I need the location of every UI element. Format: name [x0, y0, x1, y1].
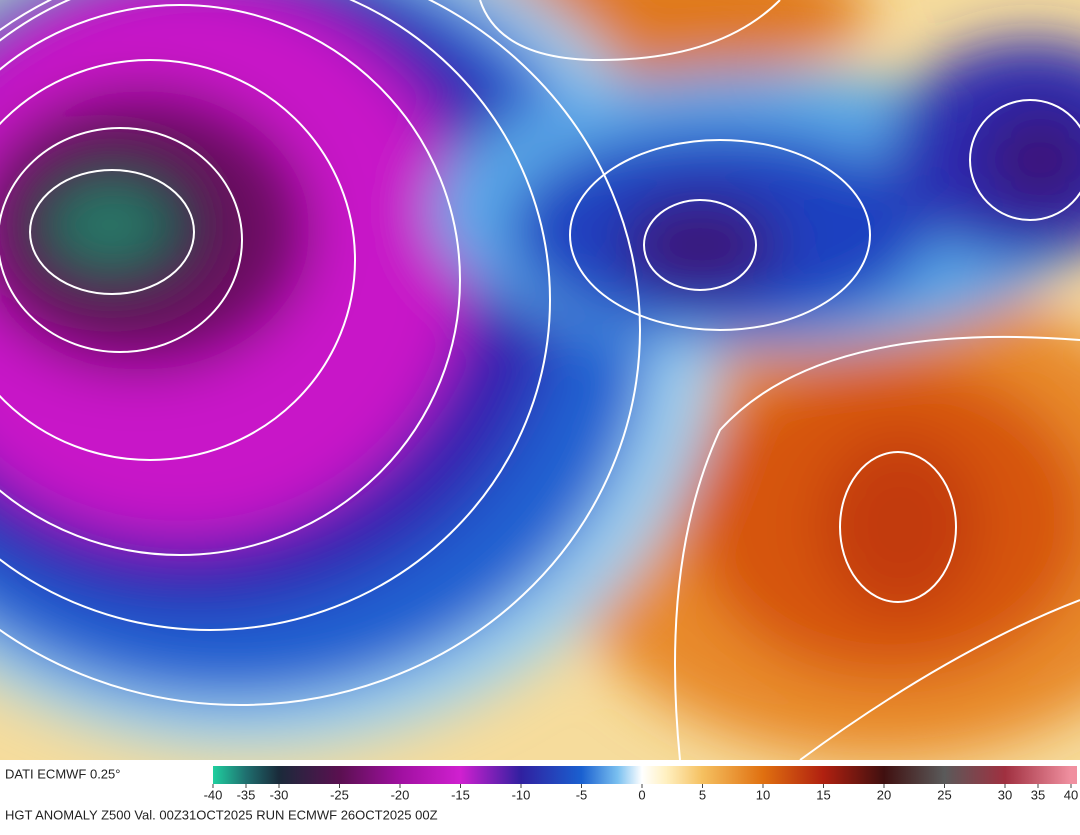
colorbar-tick-label: -35 [237, 787, 256, 802]
colorbar-tick-label: 5 [699, 787, 706, 802]
colorbar-tick-label: 40 [1064, 787, 1078, 802]
caption: HGT ANOMALY Z500 Val. 00Z31OCT2025 RUN E… [5, 807, 438, 822]
colorbar-tick-label: -40 [204, 787, 223, 802]
colorbar-tick-label: -15 [451, 787, 470, 802]
colorbar-tick-label: 30 [998, 787, 1012, 802]
colorbar-tick-label: 10 [756, 787, 770, 802]
colorbar-tick-label: 25 [937, 787, 951, 802]
source-label: DATI ECMWF 0.25° [5, 766, 120, 781]
colorbar-tick-label: -20 [391, 787, 410, 802]
colorbar-tick-label: 35 [1031, 787, 1045, 802]
contours [0, 0, 1080, 760]
colorbar-tick-label: -30 [270, 787, 289, 802]
map [0, 0, 1080, 760]
colorbar-tick-label: 15 [816, 787, 830, 802]
colorbar-tick-label: 0 [638, 787, 645, 802]
colorbar-tick-label: -10 [512, 787, 531, 802]
colorbar [213, 766, 1077, 784]
colorbar-tick-label: -5 [576, 787, 588, 802]
colorbar-tick-label: 20 [877, 787, 891, 802]
colorbar-tick-label: -25 [330, 787, 349, 802]
